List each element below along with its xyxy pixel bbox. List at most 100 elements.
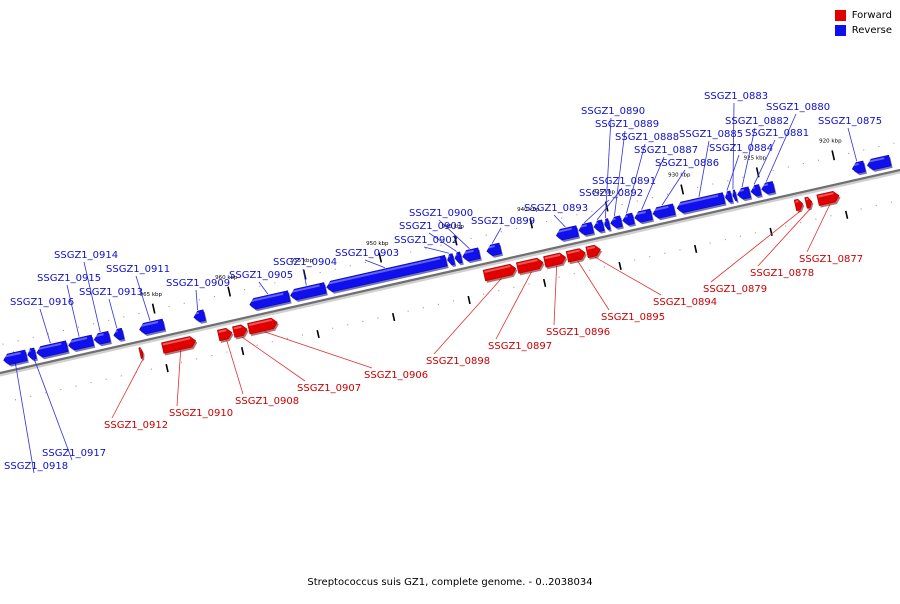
gene-label-ssgz1_0889[interactable]: SSGZ1_0889 bbox=[595, 119, 659, 130]
callout-line bbox=[848, 128, 857, 161]
gene-highlight bbox=[194, 313, 199, 314]
gene-highlight bbox=[594, 223, 598, 224]
gene-label-ssgz1_0917[interactable]: SSGZ1_0917 bbox=[42, 448, 106, 459]
gene-label-ssgz1_0918[interactable]: SSGZ1_0918 bbox=[4, 461, 68, 472]
gene-arrow-ssgz1_0882[interactable] bbox=[737, 187, 750, 199]
callout-line bbox=[492, 228, 501, 244]
gene-label-ssgz1_0908[interactable]: SSGZ1_0908 bbox=[235, 396, 299, 407]
gene-arrow-ssgz1_0889[interactable] bbox=[611, 216, 623, 228]
callout-line bbox=[242, 337, 305, 381]
gene-label-ssgz1_0901[interactable]: SSGZ1_0901 bbox=[399, 221, 463, 232]
gene-label-ssgz1_0879[interactable]: SSGZ1_0879 bbox=[703, 284, 767, 295]
gene-label-ssgz1_0905[interactable]: SSGZ1_0905 bbox=[229, 270, 293, 281]
callout-line bbox=[614, 131, 625, 216]
gene-label-ssgz1_0910[interactable]: SSGZ1_0910 bbox=[169, 408, 233, 419]
callout-line bbox=[424, 247, 449, 253]
genome-caption: Streptococcus suis GZ1, complete genome.… bbox=[0, 577, 900, 588]
gene-label-ssgz1_0899[interactable]: SSGZ1_0899 bbox=[471, 216, 535, 227]
major-tick bbox=[832, 150, 834, 160]
gene-label-ssgz1_0906[interactable]: SSGZ1_0906 bbox=[364, 370, 428, 381]
callout-line bbox=[807, 204, 830, 252]
gene-arrow-ssgz1_0917[interactable] bbox=[28, 348, 37, 360]
gene-arrow-ssgz1_0902[interactable] bbox=[447, 254, 454, 265]
major-tick-lower bbox=[393, 313, 395, 321]
gene-label-ssgz1_0897[interactable]: SSGZ1_0897 bbox=[488, 341, 552, 352]
gene-highlight bbox=[852, 164, 858, 165]
gene-highlight bbox=[611, 219, 616, 220]
gene-label-ssgz1_0891[interactable]: SSGZ1_0891 bbox=[592, 176, 656, 187]
gene-arrow-ssgz1_0881[interactable] bbox=[751, 184, 761, 196]
major-tick-lower bbox=[317, 330, 319, 338]
gene-label-ssgz1_0898[interactable]: SSGZ1_0898 bbox=[426, 356, 490, 367]
gene-label-ssgz1_0907[interactable]: SSGZ1_0907 bbox=[297, 383, 361, 394]
gene-label-ssgz1_0892[interactable]: SSGZ1_0892 bbox=[579, 188, 643, 199]
callout-line bbox=[595, 257, 661, 295]
gene-label-ssgz1_0890[interactable]: SSGZ1_0890 bbox=[581, 106, 645, 117]
callout-line bbox=[554, 266, 557, 325]
gene-label-ssgz1_0882[interactable]: SSGZ1_0882 bbox=[725, 116, 789, 127]
gene-arrow-ssgz1_0875[interactable] bbox=[852, 161, 865, 173]
callout-line bbox=[112, 359, 143, 418]
gene-label-ssgz1_0881[interactable]: SSGZ1_0881 bbox=[745, 128, 809, 139]
major-tick bbox=[681, 185, 683, 195]
gene-arrow-ssgz1_0884[interactable] bbox=[725, 191, 732, 202]
gene-highlight bbox=[114, 331, 118, 332]
gene-label-ssgz1_0880[interactable]: SSGZ1_0880 bbox=[766, 102, 830, 113]
callout-line bbox=[177, 351, 181, 406]
gene-label-ssgz1_0896[interactable]: SSGZ1_0896 bbox=[546, 327, 610, 338]
gene-label-ssgz1_0893[interactable]: SSGZ1_0893 bbox=[524, 203, 588, 214]
gene-arrow-ssgz1_0891[interactable] bbox=[594, 220, 604, 232]
gene-label-ssgz1_0914[interactable]: SSGZ1_0914 bbox=[54, 250, 118, 261]
gene-label-ssgz1_0875[interactable]: SSGZ1_0875 bbox=[818, 116, 882, 127]
legend-label-forward: Forward bbox=[852, 10, 892, 21]
tick-label: 925 kbp bbox=[744, 156, 767, 162]
callout-line bbox=[496, 272, 532, 339]
gene-highlight bbox=[796, 201, 799, 202]
gene-arrow-ssgz1_0912[interactable] bbox=[139, 348, 143, 359]
gene-label-ssgz1_0902[interactable]: SSGZ1_0902 bbox=[394, 235, 458, 246]
forward-swatch bbox=[835, 10, 846, 21]
callout-line bbox=[40, 309, 50, 343]
legend-label-reverse: Reverse bbox=[852, 25, 892, 36]
gene-label-ssgz1_0911[interactable]: SSGZ1_0911 bbox=[106, 264, 170, 275]
gene-label-ssgz1_0895[interactable]: SSGZ1_0895 bbox=[601, 312, 665, 323]
gene-label-ssgz1_0886[interactable]: SSGZ1_0886 bbox=[655, 158, 719, 169]
gene-label-ssgz1_0885[interactable]: SSGZ1_0885 bbox=[679, 129, 743, 140]
gene-label-ssgz1_0883[interactable]: SSGZ1_0883 bbox=[704, 91, 768, 102]
gene-label-ssgz1_0877[interactable]: SSGZ1_0877 bbox=[799, 254, 863, 265]
gene-layer bbox=[4, 155, 893, 367]
major-tick-lower bbox=[846, 211, 848, 219]
callout-line bbox=[67, 285, 79, 337]
callout-line bbox=[227, 340, 243, 394]
gene-arrow-ssgz1_0913[interactable] bbox=[114, 328, 124, 340]
gene-label-ssgz1_0904[interactable]: SSGZ1_0904 bbox=[273, 257, 337, 268]
gene-arrow-ssgz1_0909[interactable] bbox=[194, 310, 206, 322]
callout-line bbox=[136, 276, 150, 321]
gene-highlight bbox=[738, 190, 744, 191]
gene-arrow-ssgz1_0880[interactable] bbox=[762, 181, 775, 193]
major-tick-lower bbox=[242, 347, 244, 355]
gene-label-ssgz1_0900[interactable]: SSGZ1_0900 bbox=[409, 208, 473, 219]
gene-arrow-ssgz1_0888[interactable] bbox=[623, 213, 635, 225]
gene-label-ssgz1_0913[interactable]: SSGZ1_0913 bbox=[79, 287, 143, 298]
gene-label-ssgz1_0916[interactable]: SSGZ1_0916 bbox=[10, 297, 74, 308]
legend-item-reverse[interactable]: Reverse bbox=[835, 23, 892, 38]
gene-label-ssgz1_0888[interactable]: SSGZ1_0888 bbox=[615, 132, 679, 143]
gene-highlight bbox=[28, 351, 31, 352]
legend-item-forward[interactable]: Forward bbox=[835, 8, 892, 23]
major-tick-lower bbox=[695, 245, 697, 253]
gene-label-ssgz1_0894[interactable]: SSGZ1_0894 bbox=[653, 297, 717, 308]
gene-label-ssgz1_0903[interactable]: SSGZ1_0903 bbox=[335, 248, 399, 259]
tick-label: 950 kbp bbox=[366, 241, 389, 247]
gene-label-ssgz1_0909[interactable]: SSGZ1_0909 bbox=[166, 278, 230, 289]
callout-line bbox=[365, 260, 385, 268]
major-tick-lower bbox=[619, 262, 621, 270]
gene-arrow-ssgz1_0901[interactable] bbox=[455, 252, 462, 263]
gene-label-ssgz1_0884[interactable]: SSGZ1_0884 bbox=[709, 143, 773, 154]
gene-label-ssgz1_0915[interactable]: SSGZ1_0915 bbox=[37, 273, 101, 284]
gene-highlight bbox=[751, 187, 755, 188]
gene-label-ssgz1_0912[interactable]: SSGZ1_0912 bbox=[104, 420, 168, 431]
gene-label-ssgz1_0878[interactable]: SSGZ1_0878 bbox=[750, 268, 814, 279]
gene-label-ssgz1_0887[interactable]: SSGZ1_0887 bbox=[634, 145, 698, 156]
